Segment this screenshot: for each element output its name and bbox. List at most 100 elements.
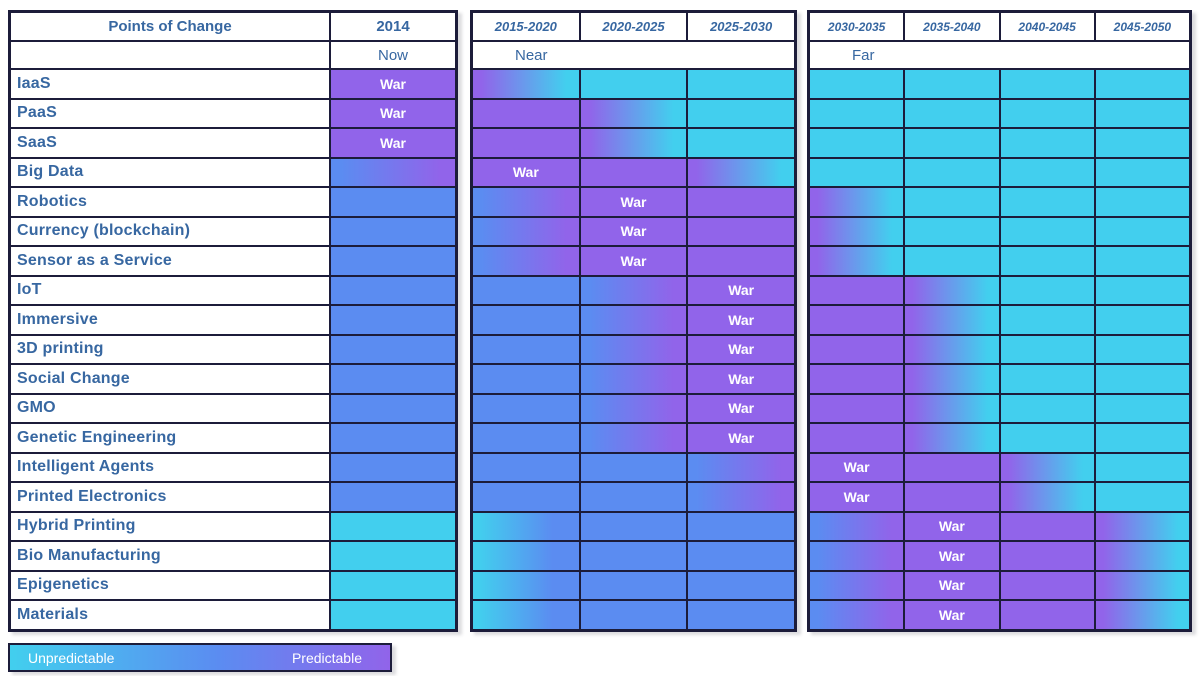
state-cell <box>579 157 688 187</box>
row-label: PaaS <box>10 98 330 128</box>
state-cell <box>579 69 688 99</box>
state-cell <box>579 511 688 541</box>
group-label-now: Now <box>330 41 456 69</box>
now-panel: Points of Change 2014 Now IaaS War PaaS War… <box>8 10 458 632</box>
war-cell: War <box>809 452 905 482</box>
state-cell <box>579 452 688 482</box>
war-cell: War <box>330 69 456 99</box>
state-cell <box>904 216 1000 246</box>
state-cell <box>579 541 688 571</box>
war-cell: War <box>687 334 795 364</box>
state-cell <box>904 69 1000 99</box>
state-cell <box>472 216 580 246</box>
state-cell <box>687 570 795 600</box>
state-cell <box>1094 364 1190 394</box>
state-cell <box>1094 600 1190 630</box>
state-cell <box>999 275 1095 305</box>
state-cell <box>904 452 1000 482</box>
state-cell <box>904 275 1000 305</box>
row-label: IaaS <box>10 69 330 99</box>
column-header-2015-2020: 2015-2020 <box>472 12 580 41</box>
war-cell: War <box>330 98 456 128</box>
state-cell <box>330 157 456 187</box>
war-cell: War <box>904 541 1000 571</box>
state-cell <box>330 600 456 630</box>
row-label: Genetic Engineering <box>10 423 330 453</box>
state-cell <box>809 246 905 276</box>
legend-unpredictable-label: Unpredictable <box>28 649 115 666</box>
state-cell <box>579 275 688 305</box>
state-cell <box>687 128 795 158</box>
legend-predictable-label: Predictable <box>291 649 362 666</box>
row-label: Printed Electronics <box>10 482 330 512</box>
state-cell <box>809 334 905 364</box>
state-cell <box>999 600 1095 630</box>
state-cell <box>330 305 456 335</box>
war-cell: War <box>687 423 795 453</box>
state-cell <box>809 187 905 217</box>
row-label: Big Data <box>10 157 330 187</box>
war-cell: War <box>579 187 688 217</box>
state-cell <box>809 98 905 128</box>
group-label-far: Far <box>809 41 1190 69</box>
far-panel: 2030-2035 2035-2040 2040-2045 2045-2050 … <box>807 10 1192 632</box>
state-cell <box>579 98 688 128</box>
state-cell <box>904 334 1000 364</box>
state-cell <box>330 511 456 541</box>
state-cell <box>904 98 1000 128</box>
state-cell <box>809 511 905 541</box>
state-cell <box>330 334 456 364</box>
empty-header-cell <box>10 41 330 69</box>
row-label: Sensor as a Service <box>10 246 330 276</box>
state-cell <box>330 216 456 246</box>
state-cell <box>999 69 1095 99</box>
state-cell <box>330 570 456 600</box>
row-label: Immersive <box>10 305 330 335</box>
state-cell <box>999 423 1095 453</box>
state-cell <box>999 216 1095 246</box>
state-cell <box>1094 216 1190 246</box>
state-cell <box>999 452 1095 482</box>
war-cell: War <box>904 511 1000 541</box>
state-cell <box>1094 128 1190 158</box>
state-cell <box>687 187 795 217</box>
state-cell <box>999 334 1095 364</box>
state-cell <box>687 452 795 482</box>
table-title: Points of Change <box>10 12 330 41</box>
column-header-2014: 2014 <box>330 12 456 41</box>
state-cell <box>999 511 1095 541</box>
state-cell <box>472 246 580 276</box>
column-header-2030-2035: 2030-2035 <box>809 12 905 41</box>
state-cell <box>1094 187 1190 217</box>
row-label: Hybrid Printing <box>10 511 330 541</box>
war-cell: War <box>904 570 1000 600</box>
state-cell <box>579 600 688 630</box>
state-cell <box>809 128 905 158</box>
row-label: Currency (blockchain) <box>10 216 330 246</box>
state-cell <box>904 187 1000 217</box>
state-cell <box>999 246 1095 276</box>
state-cell <box>1094 157 1190 187</box>
row-label: Bio Manufacturing <box>10 541 330 571</box>
row-label: IoT <box>10 275 330 305</box>
state-cell <box>687 157 795 187</box>
state-cell <box>809 600 905 630</box>
state-cell <box>687 541 795 571</box>
state-cell <box>330 482 456 512</box>
state-cell <box>999 98 1095 128</box>
state-cell <box>687 482 795 512</box>
state-cell <box>472 452 580 482</box>
state-cell <box>472 541 580 571</box>
war-cell: War <box>579 216 688 246</box>
war-cell: War <box>687 305 795 335</box>
state-cell <box>1094 69 1190 99</box>
state-cell <box>472 305 580 335</box>
state-cell <box>999 570 1095 600</box>
state-cell <box>904 423 1000 453</box>
state-cell <box>330 275 456 305</box>
state-cell <box>809 364 905 394</box>
state-cell <box>472 364 580 394</box>
state-cell <box>904 128 1000 158</box>
state-cell <box>999 128 1095 158</box>
state-cell <box>904 305 1000 335</box>
